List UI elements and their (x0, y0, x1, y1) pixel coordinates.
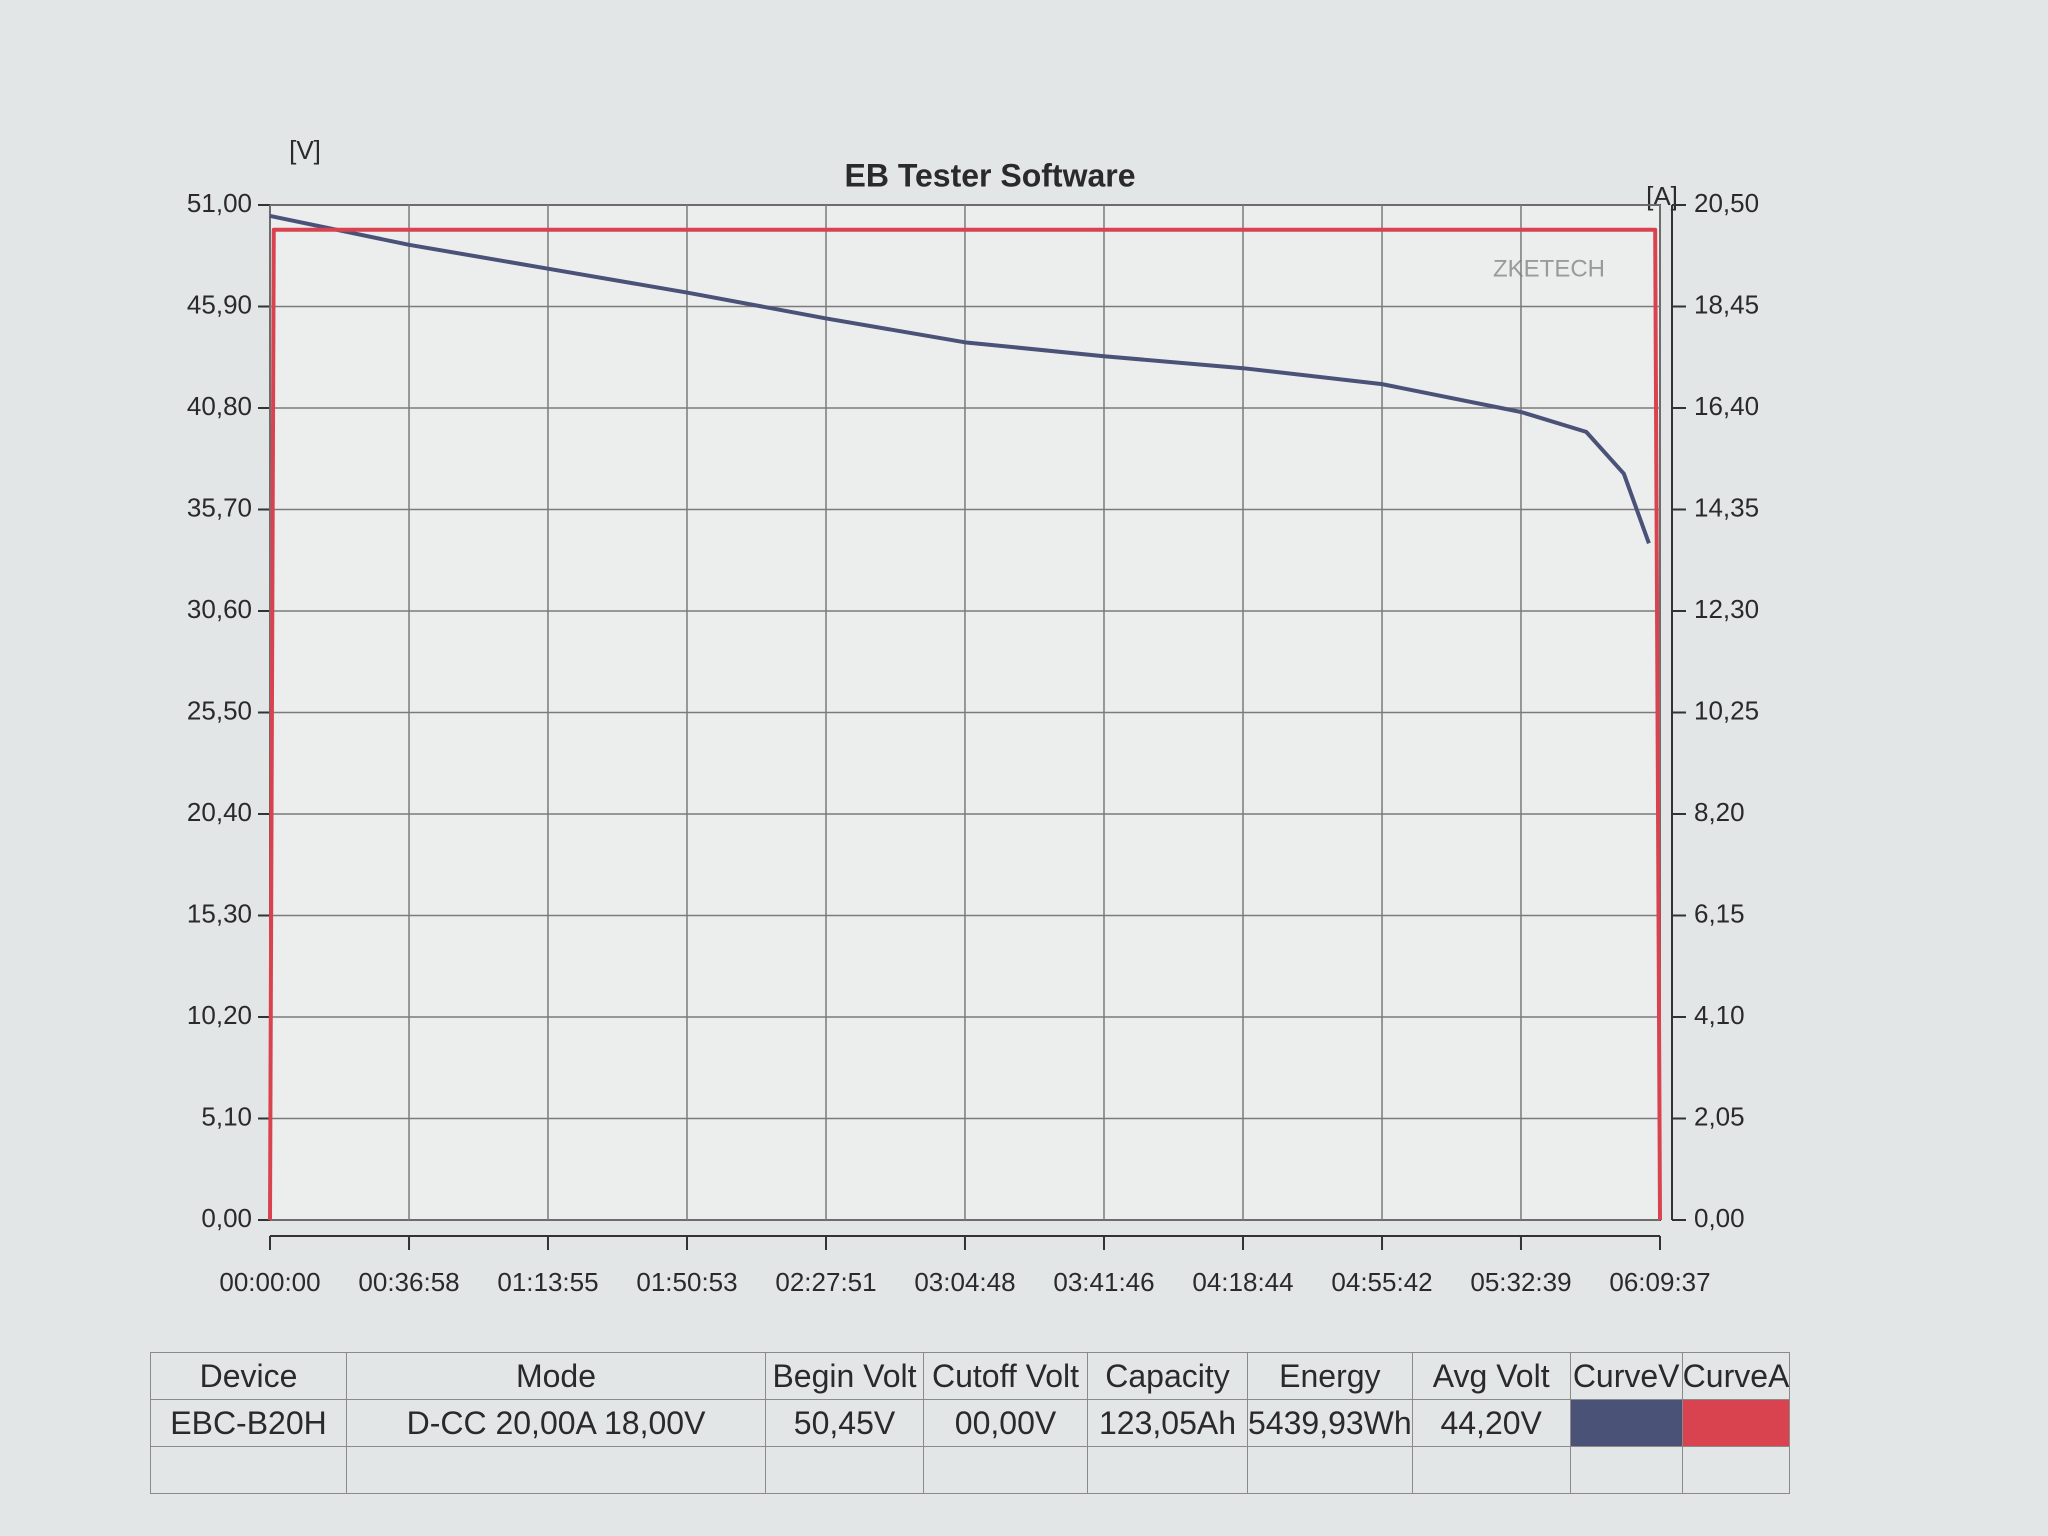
header-cell: Device (150, 1352, 347, 1400)
y2-tick-label: 4,10 (1694, 1000, 1745, 1030)
chart: EB Tester Software [V] [A] ZKETECH 0,00 5… (187, 135, 1759, 1297)
y2-tick-label: 8,20 (1694, 797, 1745, 827)
empty-cell (765, 1446, 924, 1494)
y-tick-label: 35,70 (187, 492, 252, 522)
x-tick-label: 00:36:58 (358, 1267, 459, 1297)
empty-cell (1569, 1446, 1683, 1494)
y-tick-label: 15,30 (187, 898, 252, 928)
y-axis-label: [V] (289, 135, 321, 165)
empty-cell (346, 1446, 766, 1494)
header-cell: CurveV (1569, 1352, 1683, 1400)
y-tick-label: 25,50 (187, 695, 252, 725)
series-line (269, 213, 1651, 545)
curve-color-cell (1569, 1399, 1683, 1447)
y-tick-label: 10,20 (187, 1000, 252, 1030)
data-cell: 00,00V (923, 1399, 1088, 1447)
x-tick-label: 06:09:37 (1609, 1267, 1710, 1297)
header-cell: Begin Volt (765, 1352, 924, 1400)
y-tick-label: 0,00 (201, 1203, 252, 1233)
data-cell: 50,45V (765, 1399, 924, 1447)
y2-tick-label: 12,30 (1694, 594, 1759, 624)
y-tick-label: 30,60 (187, 594, 252, 624)
x-tick-label: 05:32:39 (1470, 1267, 1571, 1297)
x-tick-label: 03:41:46 (1053, 1267, 1154, 1297)
empty-cell (1087, 1446, 1248, 1494)
y2-tick-label: 18,45 (1694, 289, 1759, 319)
data-cell: D-CC 20,00A 18,00V (346, 1399, 766, 1447)
x-tick-label: 01:13:55 (497, 1267, 598, 1297)
y2-tick-label: 20,50 (1694, 188, 1759, 218)
header-cell: Avg Volt (1411, 1352, 1571, 1400)
y2-tick-label: 6,15 (1694, 898, 1745, 928)
empty-cell (923, 1446, 1088, 1494)
header-cell: Cutoff Volt (923, 1352, 1088, 1400)
data-cell: 44,20V (1411, 1399, 1571, 1447)
header-cell: Mode (346, 1352, 766, 1400)
y2-tick-label: 10,25 (1694, 695, 1759, 725)
header-cell: Capacity (1087, 1352, 1248, 1400)
empty-cell (150, 1446, 347, 1494)
y2-axis-label: [A] (1646, 181, 1678, 211)
y-tick-label: 20,40 (187, 797, 252, 827)
header-cell: CurveA (1681, 1352, 1791, 1400)
x-tick-label: 04:18:44 (1192, 1267, 1293, 1297)
empty-cell (1411, 1446, 1571, 1494)
data-cell: EBC-B20H (150, 1399, 347, 1447)
x-tick-label: 03:04:48 (914, 1267, 1015, 1297)
header-cell: Energy (1247, 1352, 1413, 1400)
empty-row (150, 1446, 1791, 1494)
empty-cell (1247, 1446, 1413, 1494)
y-tick-label: 45,90 (187, 289, 252, 319)
watermark: ZKETECH (1493, 255, 1605, 282)
x-tick-label: 01:50:53 (636, 1267, 737, 1297)
x-tick-label: 02:27:51 (775, 1267, 876, 1297)
data-cell: 5439,93Wh (1247, 1399, 1413, 1447)
series-line (268, 227, 1662, 1221)
y2-tick-label: 2,05 (1694, 1101, 1745, 1131)
curve-color-cell (1681, 1399, 1791, 1447)
y2-tick-label: 16,40 (1694, 391, 1759, 421)
chart-title: EB Tester Software (844, 157, 1135, 193)
data-cell: 123,05Ah (1087, 1399, 1248, 1447)
y-tick-label: 5,10 (201, 1101, 252, 1131)
x-tick-label: 04:55:42 (1331, 1267, 1432, 1297)
y2-tick-label: 0,00 (1694, 1203, 1745, 1233)
data-row: EBC-B20H D-CC 20,00A 18,00V 50,45V 00,00V 12… (150, 1399, 1791, 1447)
y-tick-label: 40,80 (187, 391, 252, 421)
y-tick-label: 51,00 (187, 188, 252, 218)
empty-cell (1681, 1446, 1791, 1494)
header-row: Device Mode Begin Volt Cutoff Volt Capacity E… (150, 1352, 1791, 1400)
summary-table: Device Mode Begin Volt Cutoff Volt Capacity E… (150, 1352, 1791, 1494)
x-tick-label: 00:00:00 (219, 1267, 320, 1297)
y2-tick-label: 14,35 (1694, 492, 1759, 522)
